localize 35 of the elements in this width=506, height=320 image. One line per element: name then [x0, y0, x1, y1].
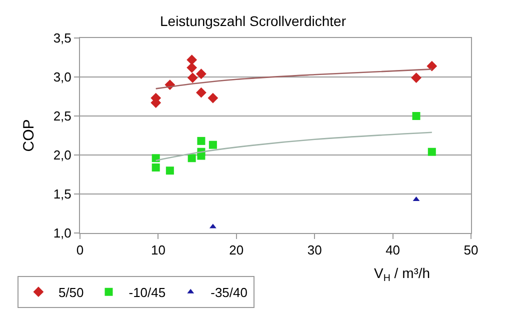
x-tick-label: 10 [150, 242, 166, 258]
y-tick-label: 2,0 [53, 148, 72, 163]
point [196, 68, 206, 80]
point [208, 140, 217, 149]
point [426, 60, 438, 72]
point [188, 154, 196, 162]
x-tick-label: 30 [307, 242, 322, 258]
y-tick-label: 1,5 [53, 186, 72, 202]
point [187, 72, 198, 83]
x-tick-label: 40 [386, 242, 400, 258]
chart-title: Leistungszahl Scrollverdichter [160, 12, 346, 29]
point [428, 148, 436, 156]
point [166, 166, 174, 175]
y-tick-label: 3,5 [53, 30, 72, 46]
point [186, 62, 198, 73]
y-tick-label: 2,5 [53, 108, 72, 124]
legend-label: -35/40 [210, 284, 248, 300]
point [208, 92, 218, 104]
point [197, 136, 206, 145]
y-tick-label: 1,0 [53, 226, 72, 241]
point [196, 87, 206, 98]
legend-label: 5/50 [58, 284, 84, 300]
point [186, 54, 198, 66]
y-tick-label: 3,0 [53, 70, 72, 85]
point [152, 154, 160, 162]
x-tick-label: 50 [464, 242, 478, 258]
x-tick-label: 0 [76, 242, 84, 258]
point [152, 163, 160, 172]
point [411, 72, 422, 83]
point [197, 152, 206, 160]
y-axis-title: COP [20, 119, 38, 152]
x-tick-label: 20 [229, 242, 244, 258]
point [412, 112, 420, 120]
x-axis-title: V$_{H}$ / m³/h [374, 265, 430, 284]
legend-label: -10/45 [128, 284, 166, 300]
